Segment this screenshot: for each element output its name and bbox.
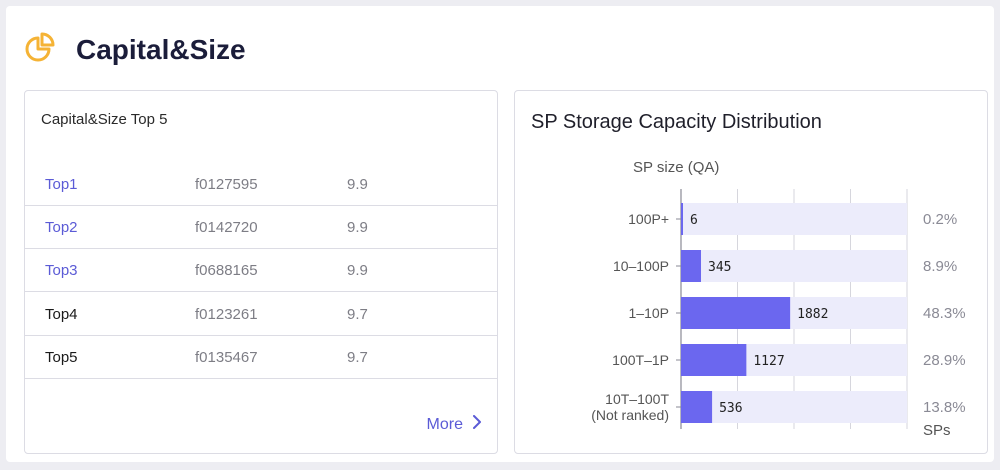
top5-card: Capital&Size Top 5 Top1 f0127595 9.9 Top… xyxy=(24,90,498,454)
pie-chart-icon xyxy=(24,31,58,70)
percent-label: 13.8% xyxy=(923,399,966,416)
provider-id: f0127595 xyxy=(195,176,258,193)
more-label: More xyxy=(426,415,463,433)
table-row: Top5 f0135467 9.7 xyxy=(25,336,497,379)
rank-link[interactable]: Top1 xyxy=(45,176,78,193)
top5-title: Capital&Size Top 5 xyxy=(41,111,168,128)
data-label: 1127 xyxy=(753,354,784,369)
capital-value: 9.9 xyxy=(347,219,368,236)
category-label: 10–100P xyxy=(613,258,669,274)
capacity-bar-chart: SP size (QA) 6 100P+ 0.2% 345 10–100P 8.9% 1882… xyxy=(591,159,966,439)
provider-id: f0142720 xyxy=(195,219,258,236)
percent-label: 8.9% xyxy=(923,258,957,275)
provider-id: f0135467 xyxy=(195,349,258,366)
bar-track xyxy=(681,391,907,423)
page-title: Capital&Size xyxy=(76,34,246,65)
capital-value: 9.7 xyxy=(347,349,368,366)
provider-id: f0688165 xyxy=(195,262,258,279)
bar-track xyxy=(681,250,907,282)
more-link[interactable]: More xyxy=(427,415,483,434)
bar xyxy=(681,203,683,235)
percent-label: 28.9% xyxy=(923,352,966,369)
capital-value: 9.9 xyxy=(347,262,368,279)
bar xyxy=(681,391,713,423)
data-label: 536 xyxy=(719,401,742,416)
y-axis-label: SP size (QA) xyxy=(633,159,719,176)
rank-label: Top5 xyxy=(45,349,78,366)
capital-value: 9.9 xyxy=(347,176,368,193)
category-label: 100P+ xyxy=(628,211,669,227)
bar xyxy=(681,344,747,376)
category-label: 100T–1P xyxy=(612,352,669,368)
rank-label: Top4 xyxy=(45,306,78,323)
chart-title: SP Storage Capacity Distribution xyxy=(531,111,822,133)
table-row: Top4 f0123261 9.7 xyxy=(25,293,497,336)
data-label: 1882 xyxy=(797,307,828,322)
data-label: 345 xyxy=(708,260,731,275)
x-axis-label: SPs xyxy=(923,422,951,439)
bar-track xyxy=(681,203,907,235)
bar xyxy=(681,297,791,329)
percent-label: 48.3% xyxy=(923,305,966,322)
table-row: Top1 f0127595 9.9 xyxy=(25,163,497,206)
panel-header: Capital&Size xyxy=(24,28,246,72)
chevron-right-icon xyxy=(463,415,483,434)
table-row: Top2 f0142720 9.9 xyxy=(25,206,497,249)
capital-size-panel: Capital&Size Capital&Size Top 5 Top1 f01… xyxy=(6,6,994,462)
table-row: Top3 f0688165 9.9 xyxy=(25,249,497,292)
capital-value: 9.7 xyxy=(347,306,368,323)
bar xyxy=(681,250,702,282)
data-label: 6 xyxy=(690,213,698,228)
category-label: 1–10P xyxy=(629,305,669,321)
rank-link[interactable]: Top3 xyxy=(45,262,78,279)
percent-label: 0.2% xyxy=(923,211,957,228)
category-label: 10T–100T (Not ranked) xyxy=(591,391,669,423)
rank-link[interactable]: Top2 xyxy=(45,219,78,236)
provider-id: f0123261 xyxy=(195,306,258,323)
capacity-chart-card: SP Storage Capacity Distribution SP size… xyxy=(514,90,988,454)
